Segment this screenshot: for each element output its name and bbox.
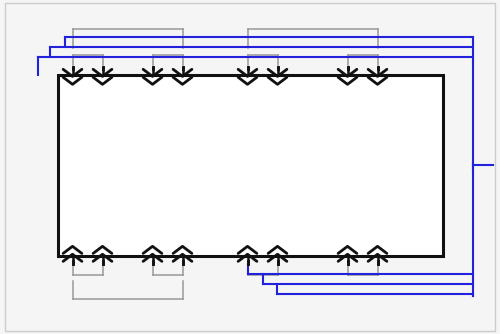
Bar [58,75,442,256]
